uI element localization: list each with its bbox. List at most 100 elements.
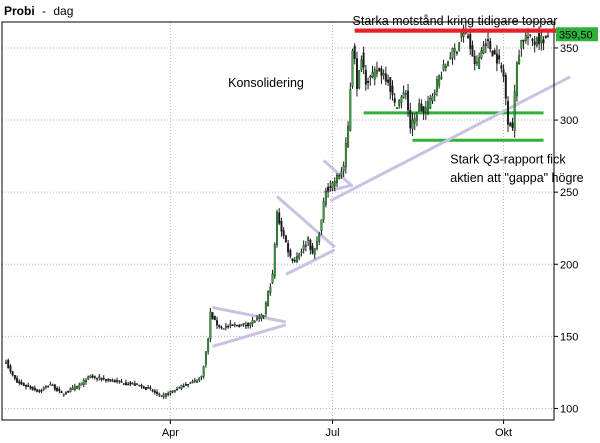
candle (13, 375, 16, 381)
candle-body (475, 61, 478, 64)
candle-body (524, 34, 527, 41)
candle (433, 89, 436, 102)
candle (309, 238, 312, 255)
candle-body (38, 390, 41, 392)
candle (280, 217, 283, 237)
candle-body (547, 35, 549, 37)
candle-body (369, 75, 372, 78)
candle (100, 377, 103, 382)
candle-body (113, 380, 116, 383)
candle-body (247, 322, 250, 327)
chart-subtitle: dag (53, 4, 73, 18)
candle-body (333, 180, 336, 187)
candle (138, 384, 141, 387)
candle-body (413, 118, 416, 124)
candle-body (367, 80, 370, 83)
candle-body (242, 323, 245, 325)
candle-body (78, 384, 81, 389)
candle-body (435, 79, 438, 92)
candle-body (167, 393, 170, 395)
candle (133, 380, 136, 387)
candle-body (244, 324, 247, 327)
candle (18, 379, 21, 386)
annotation-text: Stark Q3-rapport fick (450, 152, 566, 166)
candle (78, 382, 81, 391)
candle-body (538, 33, 541, 45)
candle-body (178, 386, 181, 389)
candle (471, 40, 474, 57)
candle-body (322, 201, 325, 220)
candle-body (80, 382, 83, 386)
candle-body (222, 328, 225, 330)
candle (11, 370, 14, 377)
candle (487, 32, 490, 49)
candle-body (504, 75, 507, 99)
candle-body (347, 125, 350, 148)
candle (424, 100, 427, 120)
candle (318, 231, 321, 246)
candle-body (13, 375, 16, 379)
candle (231, 324, 234, 327)
x-tick-label: Jul (326, 427, 340, 439)
candle-body (393, 98, 396, 103)
candle (513, 84, 516, 138)
candle (51, 383, 54, 387)
candle (5, 359, 7, 364)
candle (93, 375, 96, 380)
candle-body (93, 376, 96, 378)
candle-body (82, 380, 85, 385)
candle-body (136, 383, 139, 385)
candle (238, 323, 241, 328)
candle-body (449, 57, 452, 60)
candle (515, 61, 518, 102)
candle (76, 385, 79, 390)
candle-body (238, 325, 241, 327)
candle-body (362, 52, 365, 68)
candle-body (455, 52, 458, 54)
candle (480, 47, 483, 60)
candle (435, 75, 438, 97)
candle (273, 242, 276, 279)
candle (173, 389, 176, 394)
candle-body (387, 79, 390, 83)
candle-body (158, 393, 161, 396)
candle-body (489, 41, 492, 50)
candle (47, 385, 50, 388)
candle-body (180, 384, 183, 390)
candle (320, 219, 323, 236)
candle-body (340, 171, 343, 176)
candle-body (229, 323, 232, 326)
candle (511, 117, 514, 131)
candle (340, 167, 343, 179)
candle-body (438, 75, 441, 86)
candle-body (204, 351, 207, 365)
candle-body (484, 43, 487, 46)
candle (404, 89, 407, 100)
candle (211, 311, 214, 320)
candle (56, 386, 59, 392)
candle-body (120, 381, 123, 383)
candle-body (64, 392, 67, 394)
candle-body (264, 302, 267, 314)
candle-body (531, 38, 534, 41)
candle (389, 77, 392, 100)
candle-body (335, 174, 338, 184)
candle (120, 378, 123, 383)
candle (178, 386, 181, 389)
candle-body (375, 70, 378, 74)
candle-body (236, 325, 238, 327)
candle-body (324, 191, 327, 205)
candle (182, 383, 185, 388)
candle (384, 66, 387, 86)
candle (387, 74, 390, 87)
candle-body (509, 123, 512, 127)
candle (204, 351, 207, 368)
candle-body (276, 211, 278, 245)
candle-body (109, 379, 112, 382)
candle-body (193, 379, 196, 382)
candle (316, 236, 318, 251)
candle (440, 71, 443, 81)
candle-body (302, 245, 305, 251)
plot-frame (1, 21, 555, 421)
candle-body (515, 62, 518, 97)
